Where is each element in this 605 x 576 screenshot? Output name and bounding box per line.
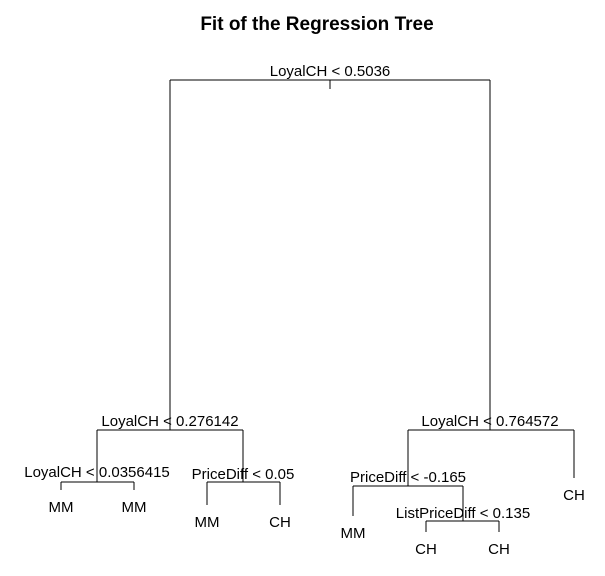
split-label: LoyalCH < 0.5036 <box>270 63 391 80</box>
leaf-label: MM <box>49 499 74 516</box>
tree-labels: LoyalCH < 0.5036 LoyalCH < 0.276142 LoyalC… <box>24 63 585 558</box>
leaf-label: MM <box>122 499 147 516</box>
leaf-label: CH <box>563 487 585 504</box>
split-label: PriceDiff < 0.05 <box>192 466 295 483</box>
leaf-label: MM <box>341 525 366 542</box>
split-label: ListPriceDiff < 0.135 <box>396 505 530 522</box>
split-label: LoyalCH < 0.764572 <box>421 413 558 430</box>
leaf-label: CH <box>488 541 510 558</box>
leaf-label: MM <box>195 514 220 531</box>
tree-branches <box>60 79 575 532</box>
leaf-label: CH <box>415 541 437 558</box>
diagram-title: Fit of the Regression Tree <box>200 14 433 35</box>
split-label: PriceDiff < -0.165 <box>350 469 466 486</box>
leaf-label: CH <box>269 514 291 531</box>
split-label: LoyalCH < 0.0356415 <box>24 464 170 481</box>
split-label: LoyalCH < 0.276142 <box>101 413 238 430</box>
